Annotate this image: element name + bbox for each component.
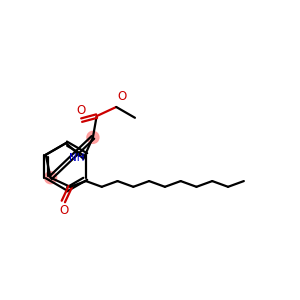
Circle shape — [45, 172, 57, 184]
Text: O: O — [118, 90, 127, 104]
Text: O: O — [59, 205, 69, 218]
Text: NH: NH — [69, 153, 85, 163]
Text: O: O — [76, 104, 86, 117]
Circle shape — [87, 131, 99, 143]
